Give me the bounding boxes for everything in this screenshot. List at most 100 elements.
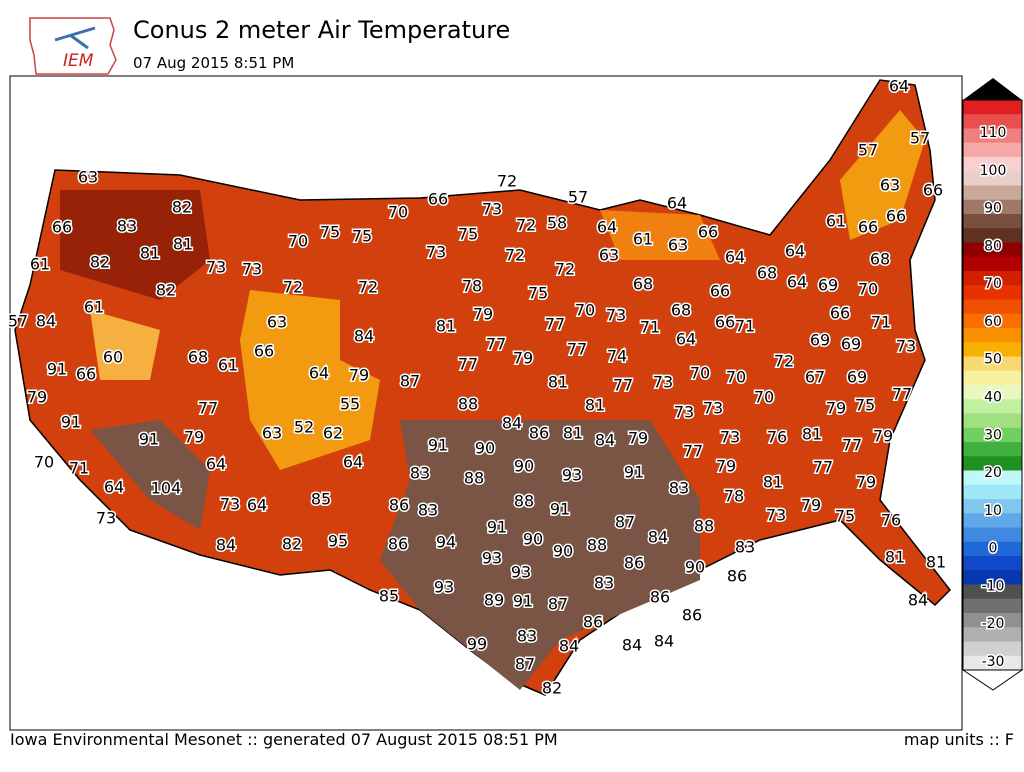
- station-temperature: 64: [725, 248, 745, 267]
- station-temperature: 63: [78, 168, 98, 187]
- station-temperature: 83: [410, 464, 430, 483]
- station-temperature: 87: [400, 372, 420, 391]
- station-temperature: 84: [595, 431, 615, 450]
- station-temperature: 75: [458, 225, 478, 244]
- station-temperature: 87: [515, 655, 535, 674]
- station-temperature: 75: [855, 396, 875, 415]
- station-temperature: 64: [889, 77, 909, 96]
- station-temperature: 81: [802, 425, 822, 444]
- station-temperature: 55: [340, 395, 360, 414]
- station-temperature: 71: [640, 318, 660, 337]
- station-temperature: 93: [511, 563, 531, 582]
- station-temperature: 81: [585, 396, 605, 415]
- station-temperature: 84: [36, 312, 56, 331]
- station-temperature: 84: [502, 414, 522, 433]
- station-temperature: 82: [90, 253, 110, 272]
- station-temperature: 62: [323, 424, 343, 443]
- station-temperature: 66: [76, 365, 96, 384]
- colorbar-tick-label: 30: [984, 427, 1002, 443]
- station-temperature: 90: [475, 439, 495, 458]
- station-temperature: 61: [30, 255, 50, 274]
- station-temperature: 57: [8, 312, 28, 331]
- colorbar-band: [963, 499, 1022, 514]
- colorbar-band: [963, 655, 1022, 671]
- station-temperature: 69: [810, 331, 830, 350]
- colorbar-tick-label: 50: [984, 352, 1002, 368]
- colorbar-band: [963, 442, 1022, 457]
- colorbar-tick-label: 60: [984, 314, 1002, 330]
- logo-text: IEM: [63, 51, 94, 71]
- colorbar-tick-label: 20: [984, 465, 1002, 481]
- station-temperature: 87: [548, 595, 568, 614]
- station-temperature: 90: [514, 457, 534, 476]
- station-temperature: 77: [842, 436, 862, 455]
- station-temperature: 79: [27, 388, 47, 407]
- station-temperature: 66: [698, 223, 718, 242]
- colorbar-band: [963, 456, 1022, 471]
- station-temperature: 73: [482, 200, 502, 219]
- station-temperature: 84: [216, 536, 236, 555]
- station-temperature: 86: [388, 535, 408, 554]
- station-temperature: 84: [354, 327, 374, 346]
- station-temperature: 61: [218, 356, 238, 375]
- station-temperature: 77: [613, 376, 633, 395]
- station-temperature: 86: [682, 606, 702, 625]
- station-temperature: 91: [428, 436, 448, 455]
- station-temperature: 71: [69, 459, 89, 478]
- station-temperature: 73: [703, 399, 723, 418]
- colorbar-tick-label: 40: [984, 390, 1002, 406]
- station-temperature: 73: [896, 337, 916, 356]
- colorbar-band: [963, 527, 1022, 543]
- station-temperature: 93: [562, 466, 582, 485]
- colorbar-band: [963, 100, 1022, 115]
- station-temperature: 64: [676, 330, 696, 349]
- colorbar-band: [963, 171, 1022, 186]
- colorbar-band: [963, 584, 1022, 600]
- station-temperature: 84: [648, 528, 668, 547]
- station-temperature: 74: [607, 347, 627, 366]
- station-temperature: 64: [206, 455, 226, 474]
- station-temperature: 73: [766, 506, 786, 525]
- station-temperature: 64: [785, 242, 805, 261]
- colorbar-tick-label: -10: [982, 578, 1005, 594]
- colorbar-band: [963, 199, 1022, 215]
- station-temperature: 93: [434, 578, 454, 597]
- station-temperature: 88: [694, 517, 714, 536]
- station-temperature: 72: [774, 352, 794, 371]
- station-temperature: 68: [671, 301, 691, 320]
- station-temperature: 87: [615, 513, 635, 532]
- station-temperature: 63: [599, 246, 619, 265]
- station-temperature: 86: [389, 496, 409, 515]
- station-temperature: 90: [685, 558, 705, 577]
- station-temperature: 68: [633, 275, 653, 294]
- station-temperature: 64: [787, 273, 807, 292]
- station-temperature: 68: [757, 264, 777, 283]
- station-temperature: 76: [881, 511, 901, 530]
- station-temperature: 60: [103, 348, 123, 367]
- station-temperature: 61: [633, 230, 653, 249]
- colorbar-band: [963, 399, 1022, 414]
- colorbar-top-arrow: [963, 78, 1022, 100]
- station-temperature: 75: [352, 227, 372, 246]
- station-temperature: 57: [910, 129, 930, 148]
- colorbar-tick-label: 70: [984, 276, 1002, 292]
- station-temperature: 77: [198, 399, 218, 418]
- station-temperature: 75: [320, 223, 340, 242]
- station-temperature: 99: [467, 635, 487, 654]
- logo-icon: [54, 26, 96, 50]
- station-temperature: 84: [622, 636, 642, 655]
- station-temperature: 64: [343, 453, 363, 472]
- station-temperature: 86: [727, 567, 747, 586]
- colorbar-band: [963, 413, 1022, 429]
- hot-region: [380, 420, 700, 690]
- station-temperature: 79: [473, 305, 493, 324]
- colorbar-band: [963, 641, 1022, 657]
- station-temperature: 88: [587, 536, 607, 555]
- station-temperature: 86: [583, 613, 603, 632]
- station-temperature: 78: [724, 487, 744, 506]
- station-temperature: 94: [436, 533, 456, 552]
